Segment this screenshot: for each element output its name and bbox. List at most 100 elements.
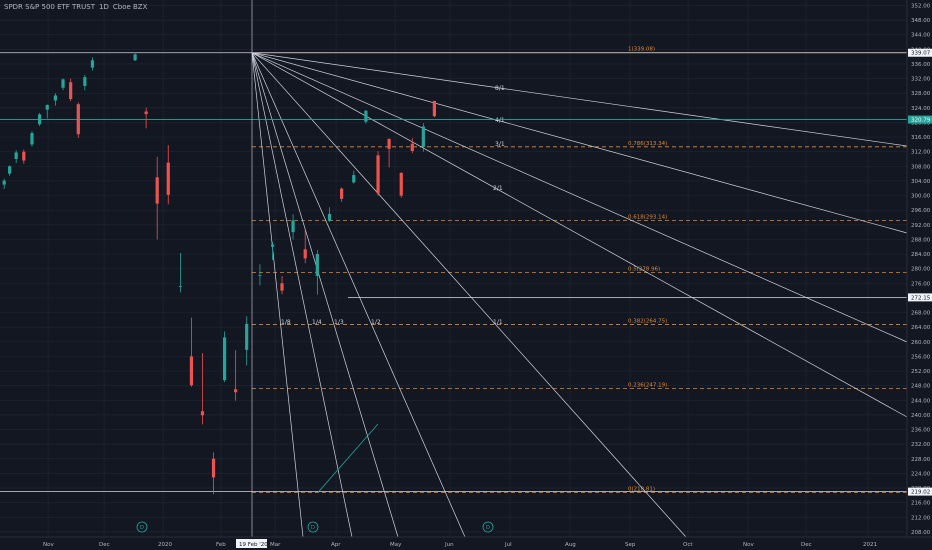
- candle-body: [61, 79, 65, 88]
- price-tick-label: 212.00: [911, 515, 931, 521]
- fan-ratio-label: 1/1: [493, 319, 503, 326]
- candle-body: [421, 126, 425, 147]
- price-tick-label: 312.00: [911, 150, 931, 156]
- candle-body: [327, 213, 332, 221]
- gann-fan-line: [251, 52, 466, 538]
- candle-body: [45, 104, 49, 110]
- price-tick-label: 296.00: [911, 208, 931, 214]
- candle-body: [8, 166, 12, 174]
- price-tick-label: 276.00: [911, 281, 931, 287]
- candle-body: [303, 249, 307, 259]
- price-tick-label: 308.00: [911, 164, 931, 170]
- price-tick-label: 208.00: [911, 530, 931, 536]
- fib-level-label: 0.236(247.19): [628, 383, 667, 389]
- trend-line: [317, 423, 379, 493]
- time-tick-label: Nov: [43, 542, 54, 548]
- time-tick-label: 2020: [158, 542, 172, 548]
- time-cursor-box: [236, 539, 267, 548]
- fib-level-label: 0.5(278.96): [628, 266, 660, 272]
- price-label-box: [908, 487, 932, 496]
- candle-body: [200, 411, 205, 416]
- price-label-text: 219.02: [911, 490, 930, 496]
- chart-header: SPDR S&P 500 ETF TRUST 1D Cboe BZX: [4, 3, 151, 11]
- candle-body: [211, 458, 216, 478]
- price-tick-label: 252.00: [911, 369, 931, 375]
- price-tick-label: 280.00: [911, 267, 931, 273]
- marker-circle: [482, 521, 494, 533]
- price-tick-label: 224.00: [911, 471, 931, 477]
- time-tick-label: Dec: [801, 542, 812, 548]
- price-tick-label: 324.00: [911, 106, 931, 112]
- fan-ratio-label: 2/1: [493, 185, 503, 192]
- candle-body: [166, 162, 170, 195]
- marker-circle: [307, 521, 319, 533]
- price-label-box: [908, 115, 932, 124]
- candle-body: [144, 111, 148, 115]
- price-tick-label: 332.00: [911, 77, 931, 83]
- price-label-text: 272.15: [911, 295, 931, 301]
- fan-ratio-label: 1/2: [371, 319, 381, 326]
- price-tick-label: 268.00: [911, 311, 931, 317]
- price-tick-label: 304.00: [911, 179, 931, 185]
- candle-body: [376, 155, 380, 194]
- gann-fan-line: [251, 52, 687, 538]
- candle-body: [271, 244, 275, 247]
- time-tick-label: Jun: [444, 542, 454, 548]
- symbol-name: SPDR S&P 500 ETF TRUST: [4, 3, 96, 11]
- fib-level-label: 1(339.08): [628, 47, 655, 53]
- time-tick-label: Oct: [683, 542, 693, 548]
- time-tick-label: Jul: [504, 542, 512, 548]
- candle-body: [432, 100, 436, 117]
- marker-label: D: [140, 525, 144, 531]
- price-label-text: 320.79: [911, 118, 931, 124]
- candle-body: [364, 110, 368, 122]
- candle-body: [69, 82, 73, 100]
- candle-body: [90, 60, 95, 68]
- gann-fan-line: [251, 52, 908, 234]
- time-tick-label: Sep: [625, 542, 636, 548]
- time-cursor-label: 19 Feb '20: [239, 542, 268, 548]
- fan-ratio-label: 3/1: [495, 141, 505, 148]
- time-tick-label: 2021: [863, 542, 877, 548]
- price-tick-label: 336.00: [911, 62, 931, 68]
- price-tick-label: 240.00: [911, 413, 931, 419]
- price-tick-label: 284.00: [911, 252, 931, 258]
- price-tick-label: 244.00: [911, 398, 931, 404]
- candle-body: [258, 275, 262, 277]
- marker-circle: [136, 521, 148, 533]
- candle-body: [340, 188, 344, 199]
- price-tick-label: 344.00: [911, 33, 931, 39]
- dividend-marker: [136, 521, 148, 533]
- gann-fan-line: [251, 52, 353, 538]
- price-tick-label: 256.00: [911, 354, 931, 360]
- price-tick-label: 288.00: [911, 237, 931, 243]
- time-tick-label: Apr: [331, 542, 341, 548]
- price-label-text: 339.07: [911, 51, 931, 57]
- candle-body: [30, 133, 34, 145]
- candle-body: [14, 152, 18, 160]
- candle-body: [280, 283, 284, 291]
- candle-body: [387, 138, 391, 149]
- time-tick-label: Feb: [216, 542, 226, 548]
- price-tick-label: 352.00: [911, 3, 931, 9]
- time-tick-label: May: [390, 542, 402, 548]
- candle-body: [291, 220, 295, 233]
- price-tick-label: 348.00: [911, 18, 931, 24]
- dividend-marker: [307, 521, 319, 533]
- price-label-box: [908, 48, 932, 57]
- price-tick-label: 248.00: [911, 384, 931, 390]
- price-tick-label: 328.00: [911, 91, 931, 97]
- dividend-marker: [482, 521, 494, 533]
- candle-body: [410, 143, 414, 151]
- gann-fan-line: [251, 52, 908, 418]
- exchange-label: Cboe BZX: [112, 3, 148, 11]
- fan-ratio-label: 4/1: [495, 117, 505, 124]
- candle-body: [53, 95, 58, 101]
- candle-body: [234, 389, 238, 393]
- price-tick-label: 260.00: [911, 340, 931, 346]
- price-tick-label: 316.00: [911, 135, 931, 141]
- fan-ratio-label: 1/4: [312, 319, 322, 326]
- candle-body: [352, 175, 356, 183]
